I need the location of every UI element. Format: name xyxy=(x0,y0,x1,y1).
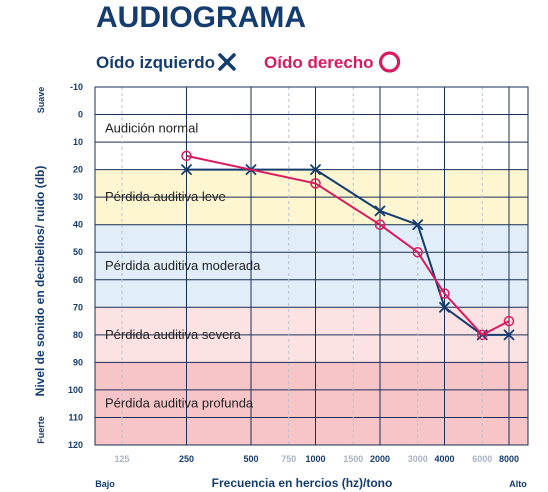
x-tick-7: 3000 xyxy=(408,454,428,464)
series-0-point-2 xyxy=(310,164,321,176)
y-tick-9: 80 xyxy=(73,330,83,340)
y-axis-bottom-label: Fuerte xyxy=(36,416,46,444)
series-0-point-4 xyxy=(412,219,424,231)
y-axis-ticks: -10 0 10 20 30 40 50 60 70 80 90 100 110 120 xyxy=(68,82,83,450)
band-labels: Audición normal Pérdida auditiva leve Pérd… xyxy=(105,120,261,410)
band-0 xyxy=(95,87,528,170)
x-tick-0: 125 xyxy=(114,454,129,464)
x-tick-9: 6000 xyxy=(472,454,492,464)
series-1-point-2 xyxy=(374,219,386,230)
y-tick-12: 110 xyxy=(68,412,83,422)
y-tick-0: -10 xyxy=(70,82,83,92)
y-tick-4: 30 xyxy=(73,192,83,202)
y-axis-title: Nivel de sonido en decibelios/ ruido (db… xyxy=(33,166,47,397)
y-tick-10: 90 xyxy=(73,357,83,367)
band-label-2: Pérdida auditiva moderada xyxy=(105,258,261,273)
series-1-point-3 xyxy=(412,246,423,258)
y-tick-7: 60 xyxy=(73,275,83,285)
legend-left-x-mark xyxy=(218,53,236,71)
x-tick-1: 250 xyxy=(179,454,194,464)
series-line-0 xyxy=(186,168,509,336)
x-tick-6: 2000 xyxy=(370,454,390,464)
legend-left-ear-x-icon xyxy=(218,53,236,71)
x-tick-4: 1000 xyxy=(305,454,325,464)
y-axis-top-label: Suave xyxy=(36,87,46,114)
y-tick-5: 40 xyxy=(73,220,83,230)
plot-border xyxy=(94,86,529,446)
band-label-1: Pérdida auditiva leve xyxy=(105,189,226,204)
series-layer xyxy=(181,150,515,341)
series-1-point-1 xyxy=(310,178,321,189)
x-axis-ticks: 125 250 500 750 1000 1500 2000 3000 4000 6000 8000 xyxy=(114,454,519,464)
series-0-point-3 xyxy=(374,205,386,217)
series-line-1 xyxy=(186,154,510,337)
legend-right-ear-label: Oído derecho xyxy=(264,53,374,72)
grid-lines xyxy=(94,86,529,446)
legend-right-circle-mark xyxy=(378,51,401,73)
band-label-4: Pérdida auditiva profunda xyxy=(105,396,254,411)
legend: Oído izquierdo Oído derecho xyxy=(96,51,401,73)
legend-right-ear-circle-icon xyxy=(378,51,401,73)
series-1-point-0 xyxy=(181,150,192,162)
x-axis-title: Frecuencia en hercios (hz)/tono xyxy=(212,476,393,490)
band-label-0: Audición normal xyxy=(105,120,198,135)
series-1-point-4 xyxy=(439,288,450,299)
y-tick-2: 10 xyxy=(73,137,83,147)
y-tick-11: 100 xyxy=(68,385,83,395)
series-0-point-0 xyxy=(181,164,192,176)
series-0-point-5 xyxy=(439,301,450,313)
series-0-point-7 xyxy=(503,329,515,341)
chart-title: AUDIOGRAMA xyxy=(96,1,306,34)
legend-left-ear-label: Oído izquierdo xyxy=(96,53,215,72)
x-axis-left-label: Bajo xyxy=(95,479,115,489)
y-tick-1: 0 xyxy=(78,110,83,120)
y-tick-8: 70 xyxy=(73,302,83,312)
band-label-3: Pérdida auditiva severa xyxy=(105,327,242,342)
band-2 xyxy=(95,224,528,308)
x-tick-3: 750 xyxy=(281,454,296,464)
series-1-point-5 xyxy=(476,329,488,341)
series-1-point-6 xyxy=(503,315,515,327)
y-tick-13: 120 xyxy=(68,440,83,450)
y-tick-3: 20 xyxy=(73,165,83,175)
x-axis-right-label: Alto xyxy=(509,479,527,489)
band-4 xyxy=(95,362,528,445)
y-tick-6: 50 xyxy=(73,247,83,257)
x-tick-2: 500 xyxy=(243,454,258,464)
x-tick-8: 4000 xyxy=(434,454,454,464)
x-tick-10: 8000 xyxy=(499,454,519,464)
x-tick-5: 1500 xyxy=(343,454,363,464)
